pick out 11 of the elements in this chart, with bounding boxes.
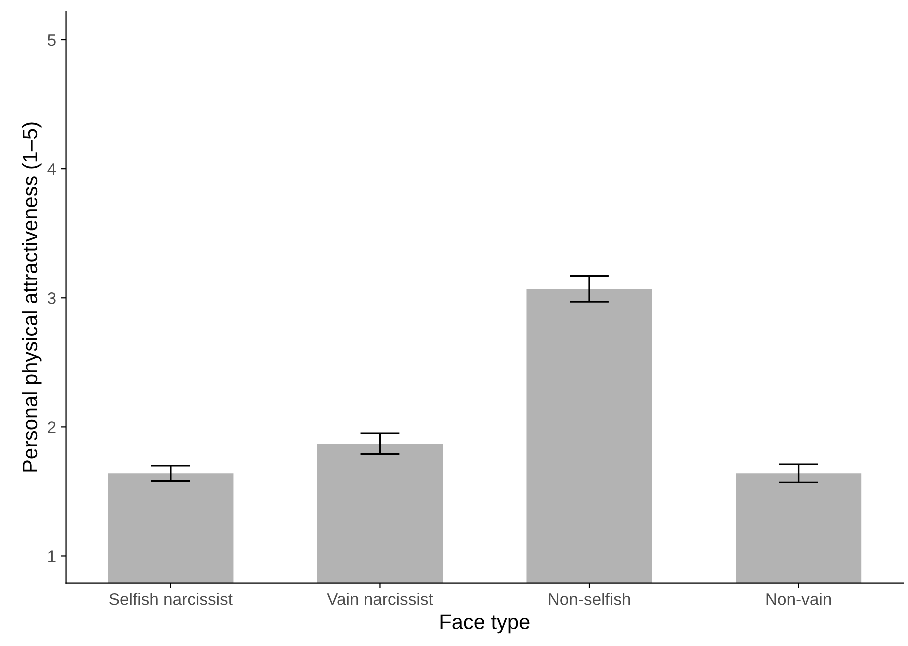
y-tick-label: 1 xyxy=(48,550,56,562)
y-tick-label: 4 xyxy=(48,164,56,176)
y-tick-label: 2 xyxy=(48,422,56,434)
x-tick-label: Non-vain xyxy=(766,593,832,606)
y-axis-title: Personal physical attractiveness (1–5) xyxy=(22,122,42,472)
y-tick-label: 3 xyxy=(48,292,56,304)
x-tick-label: Non-selfish xyxy=(549,593,630,606)
y-tick-label: 5 xyxy=(48,34,56,46)
x-axis-title: Face type xyxy=(440,614,530,634)
x-tick-label: Selfish narcissist xyxy=(110,593,233,606)
x-tick-label: Vain narcissist xyxy=(327,593,434,606)
